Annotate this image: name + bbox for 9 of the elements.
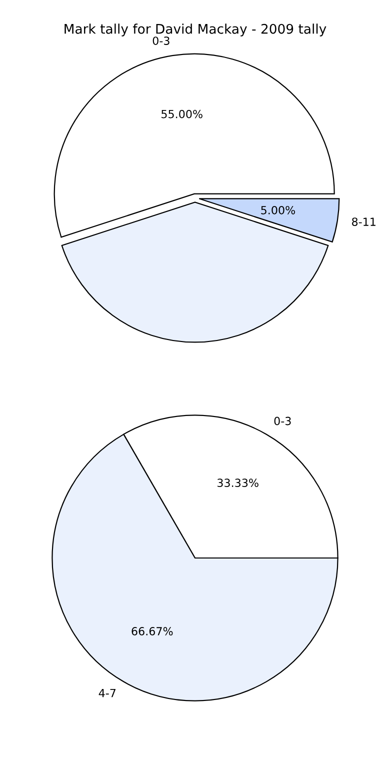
slice-label: 4-7 <box>98 688 116 698</box>
slice-label: 0-3 <box>274 416 291 426</box>
chart-title: Mark tally for David Mackay - 2009 tally <box>64 24 326 36</box>
data-label: 5.00% <box>261 206 295 214</box>
data-label: 66.67% <box>132 627 173 636</box>
data-label: 33.33% <box>218 478 258 488</box>
slice-label: 8-11 <box>352 218 376 226</box>
slice-label: 0-3 <box>152 36 170 45</box>
data-label: 55.00% <box>162 110 202 118</box>
